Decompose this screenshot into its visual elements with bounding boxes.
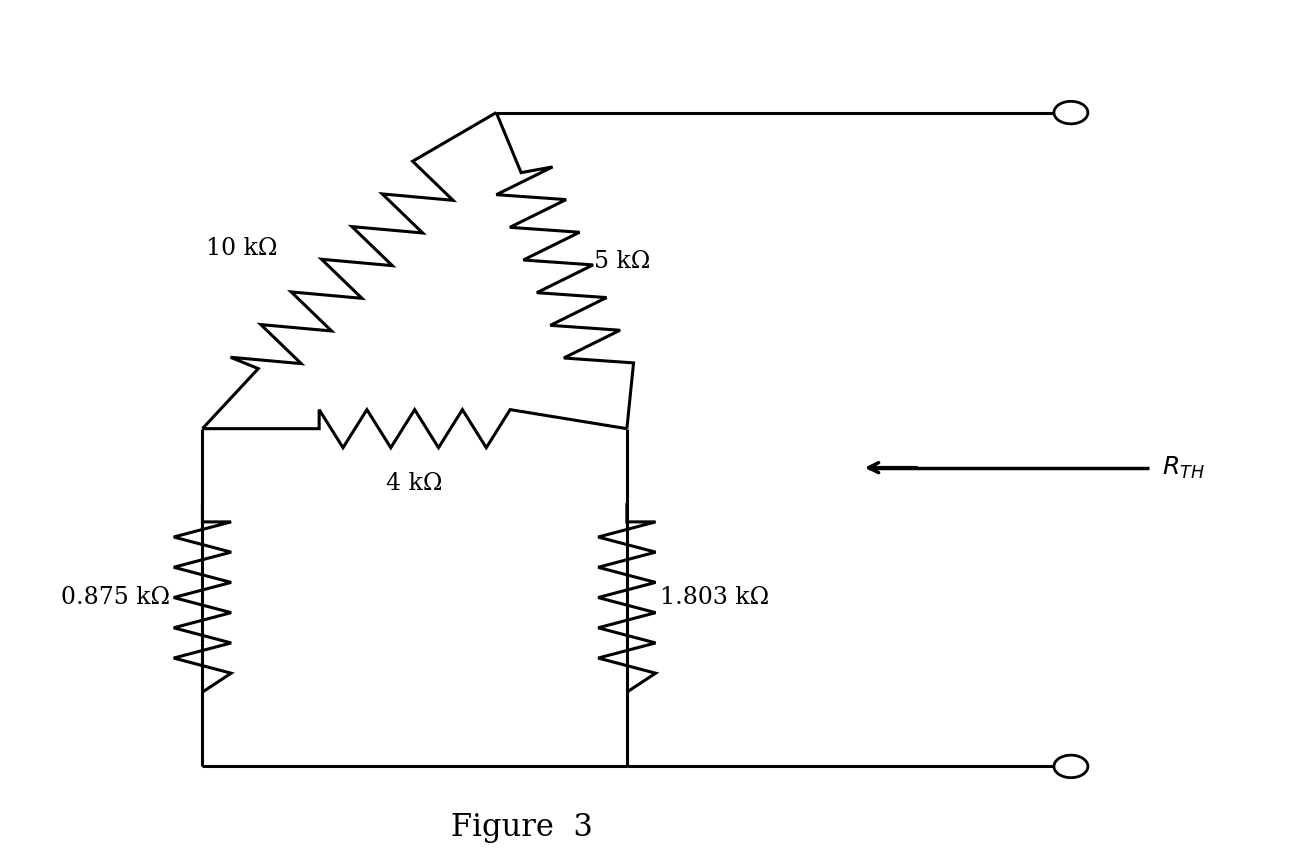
Circle shape	[1054, 755, 1088, 778]
Text: 5 kΩ: 5 kΩ	[594, 250, 650, 274]
Text: $R_{TH}$: $R_{TH}$	[1162, 455, 1205, 481]
Text: 10 kΩ: 10 kΩ	[206, 237, 277, 261]
Text: Figure  3: Figure 3	[452, 811, 593, 843]
Text: 1.803 kΩ: 1.803 kΩ	[660, 586, 769, 609]
Circle shape	[1054, 101, 1088, 124]
Text: 0.875 kΩ: 0.875 kΩ	[60, 586, 170, 609]
Text: 4 kΩ: 4 kΩ	[387, 472, 443, 495]
